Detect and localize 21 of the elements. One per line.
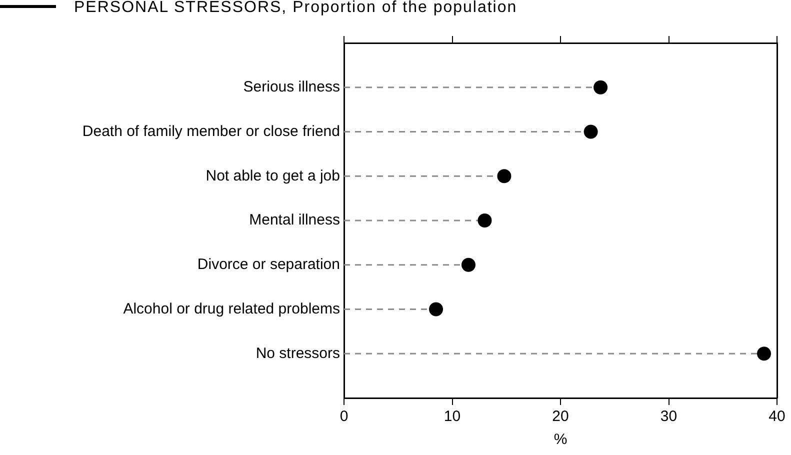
y-tick-label: Serious illness (243, 78, 340, 96)
y-tick-label: Alcohol or drug related problems (123, 300, 340, 318)
chart-title: PERSONAL STRESSORS, Proportion of the population (74, 0, 518, 16)
y-tick-label: Death of family member or close friend (82, 122, 340, 140)
y-tick-label: Not able to get a job (206, 167, 340, 184)
x-tick-label: 10 (444, 408, 461, 426)
x-tick-label: 40 (768, 408, 786, 426)
point (757, 346, 772, 361)
x-tick-label: 0 (340, 408, 348, 426)
y-tick-label: No stressors (256, 344, 340, 362)
point (594, 80, 608, 94)
x-axis-title: % (554, 431, 568, 448)
point (461, 258, 476, 272)
point (497, 169, 512, 184)
point (478, 214, 492, 228)
x-tick-label: 30 (660, 408, 678, 426)
y-tick-label: Divorce or separation (197, 256, 340, 274)
y-tick-label: Mental illness (249, 212, 340, 229)
point (584, 124, 598, 139)
point (429, 302, 444, 316)
x-tick-label: 20 (552, 408, 569, 426)
